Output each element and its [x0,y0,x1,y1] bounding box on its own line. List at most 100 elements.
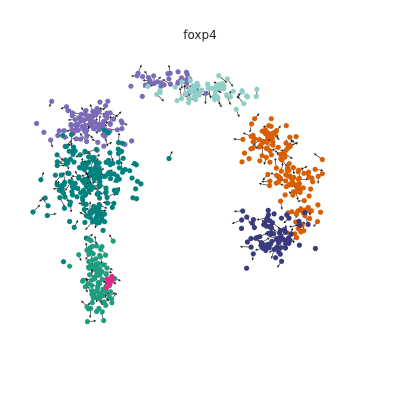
cell-point [114,190,119,195]
cell-point [284,123,289,128]
cell-point [315,219,320,224]
cell-point [269,124,274,129]
cell-point [78,137,83,142]
velocity-arrow-head [262,180,264,183]
cell-point [253,236,258,241]
cell-point [272,247,277,252]
cell-point [221,84,226,89]
velocity-arrow-head [281,149,283,152]
cell-point [134,196,139,201]
cell-point [103,303,108,308]
cell-point [132,161,137,166]
cell-point [254,87,259,92]
cell-point [104,272,109,277]
velocity-arrow-head [110,271,112,274]
cell-point [213,87,218,92]
cell-point [157,88,162,93]
cell-point [244,266,249,271]
cell-point [76,176,81,181]
cell-point [78,119,83,124]
cell-point [129,175,134,180]
cell-point [62,128,67,133]
cell-point [306,171,311,176]
cell-point [86,259,91,264]
cell-point [267,179,272,184]
velocity-arrow-head [234,138,236,141]
cell-point [86,306,91,311]
cell-point [159,80,164,85]
cell-point [135,179,140,184]
cell-point [276,179,281,184]
cell-point [103,103,108,108]
cell-point [111,117,116,122]
cell-point [239,159,244,164]
cell-point [204,91,209,96]
cell-point [251,139,256,144]
cell-point [297,243,302,248]
cell-point [76,252,81,257]
velocity-arrow-head [249,130,252,132]
cell-point [252,116,257,121]
velocity-arrow-head [204,102,207,104]
cell-point [115,127,120,132]
cell-point [101,144,106,149]
cell-point [151,73,156,78]
cell-point [269,231,274,236]
velocity-arrow-head [255,248,257,251]
cell-point [82,220,87,225]
cell-point [316,174,321,179]
cell-point [87,213,92,218]
cell-point [176,69,181,74]
cell-point [65,171,70,176]
cell-point [94,221,99,226]
cell-point [285,173,290,178]
cell-point [108,289,113,294]
cell-point [102,212,107,217]
cell-point [240,89,245,94]
cell-point [85,319,90,324]
cell-point [89,292,94,297]
cell-point [94,215,99,220]
cell-point [239,217,244,222]
cell-point [306,222,311,227]
cell-point [308,186,313,191]
cell-point [64,161,69,166]
velocity-arrows-layer [33,65,323,323]
cell-point [121,156,126,161]
velocity-arrow-head [314,224,316,226]
cell-point [310,179,315,184]
cell-point [263,127,268,132]
cell-point [140,94,145,99]
cell-point [190,86,195,91]
cell-point [67,202,72,207]
cell-point [106,280,111,285]
cell-point [100,309,105,314]
cell-point [70,192,75,197]
velocity-arrow-head [181,87,184,89]
cell-point [105,99,110,104]
cell-point [92,206,97,211]
cell-point [240,208,245,213]
cell-point [81,278,86,283]
cell-point [279,169,284,174]
velocity-arrow-head [125,123,128,125]
cell-point [86,160,91,165]
velocity-arrow-head [94,320,96,323]
cell-point [101,318,106,323]
cell-point [145,84,150,89]
cell-point [173,84,178,89]
velocity-arrow-head [81,158,84,160]
cell-point [247,156,252,161]
cell-point [72,225,77,230]
cell-point [273,255,278,260]
cell-point [84,184,89,189]
velocity-arrow-head [317,181,320,183]
cell-point [277,238,282,243]
cell-point [60,133,65,138]
cell-point [97,109,102,114]
cell-point [68,180,73,185]
cell-point [212,97,217,102]
cell-point [231,89,236,94]
cell-point [313,167,318,172]
cell-point [69,132,74,137]
